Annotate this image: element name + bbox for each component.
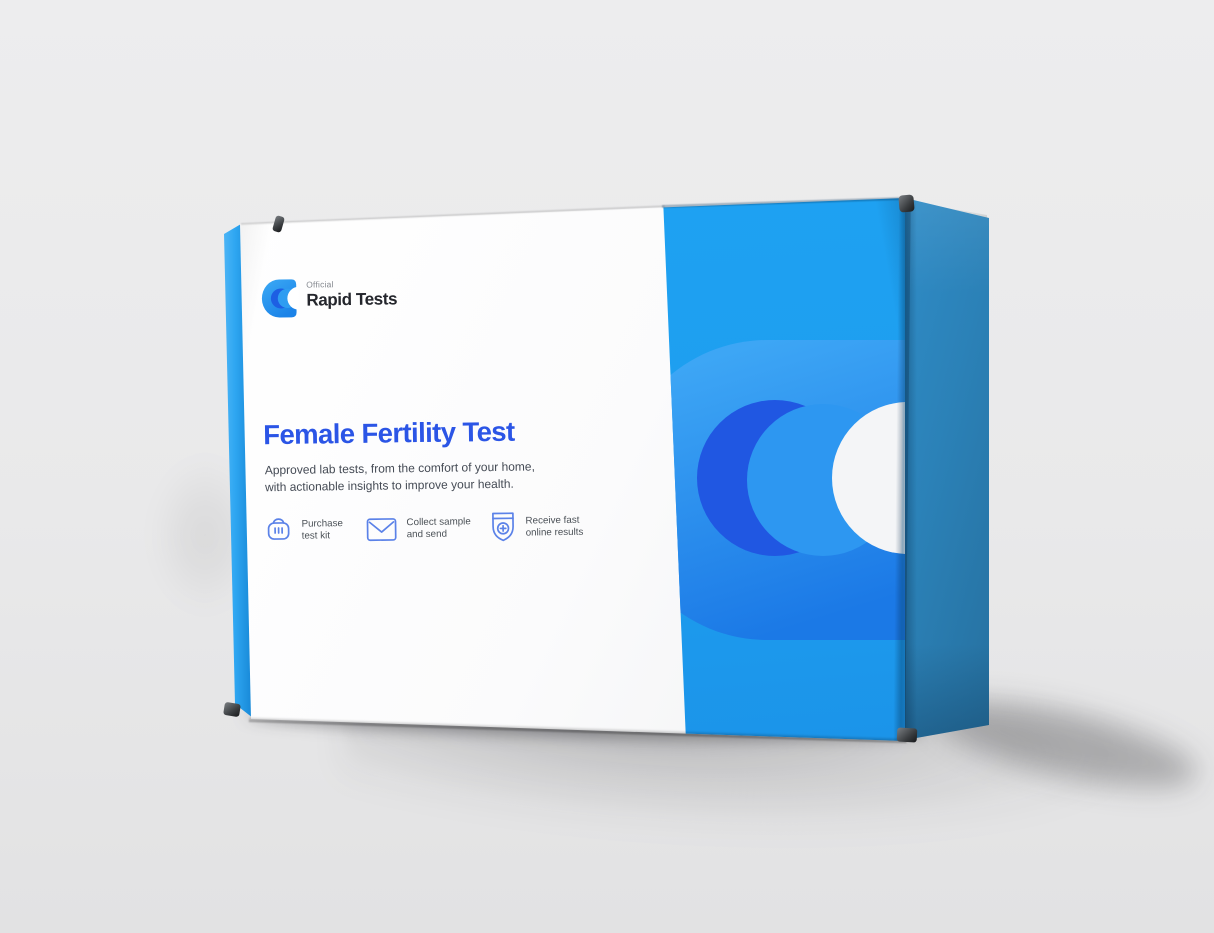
rapid-tests-logo-icon	[261, 279, 311, 324]
step-label: Receive fast online results	[525, 510, 583, 540]
step-label-line: Purchase	[301, 518, 343, 530]
metal-clip-bottom-right	[896, 727, 918, 743]
steps-row: Purchase test kit Collect sample and sen…	[240, 506, 840, 554]
product-title: Female Fertility Test	[263, 415, 515, 451]
step-label-line: Receive fast	[525, 514, 580, 527]
brand-name: Rapid Tests	[306, 289, 398, 310]
front-print-content: Official Rapid Tests Female Fertility Te…	[240, 198, 905, 741]
basket-icon	[264, 514, 292, 549]
step-label-line: test kit	[301, 530, 331, 542]
envelope-icon	[365, 512, 397, 547]
brand-logo: Official Rapid Tests	[261, 277, 397, 323]
metal-clip-top-right	[898, 194, 915, 213]
brand-eyebrow: Official	[306, 279, 334, 290]
step-label-line: online results	[525, 526, 584, 539]
box-front-face: Official Rapid Tests Female Fertility Te…	[240, 198, 905, 741]
box-right-side-face	[905, 198, 989, 740]
brand-logo-text: Official Rapid Tests	[306, 277, 397, 310]
step-label: Collect sample and send	[406, 511, 471, 541]
step-label-line: Collect sample	[406, 516, 471, 529]
front-blue-band	[663, 198, 905, 741]
metal-clip-bottom-left	[223, 701, 241, 718]
subtitle-line-2: with actionable insights to improve your…	[264, 476, 514, 494]
shield-plus-icon	[489, 511, 517, 548]
step-label: Purchase test kit	[301, 513, 343, 543]
product-subtitle: Approved lab tests, from the comfort of …	[265, 458, 536, 495]
step-item-purchase: Purchase test kit	[264, 513, 343, 549]
step-label-line: and send	[406, 528, 448, 541]
step-item-results: Receive fast online results	[489, 510, 583, 548]
step-item-collect: Collect sample and send	[365, 511, 471, 547]
